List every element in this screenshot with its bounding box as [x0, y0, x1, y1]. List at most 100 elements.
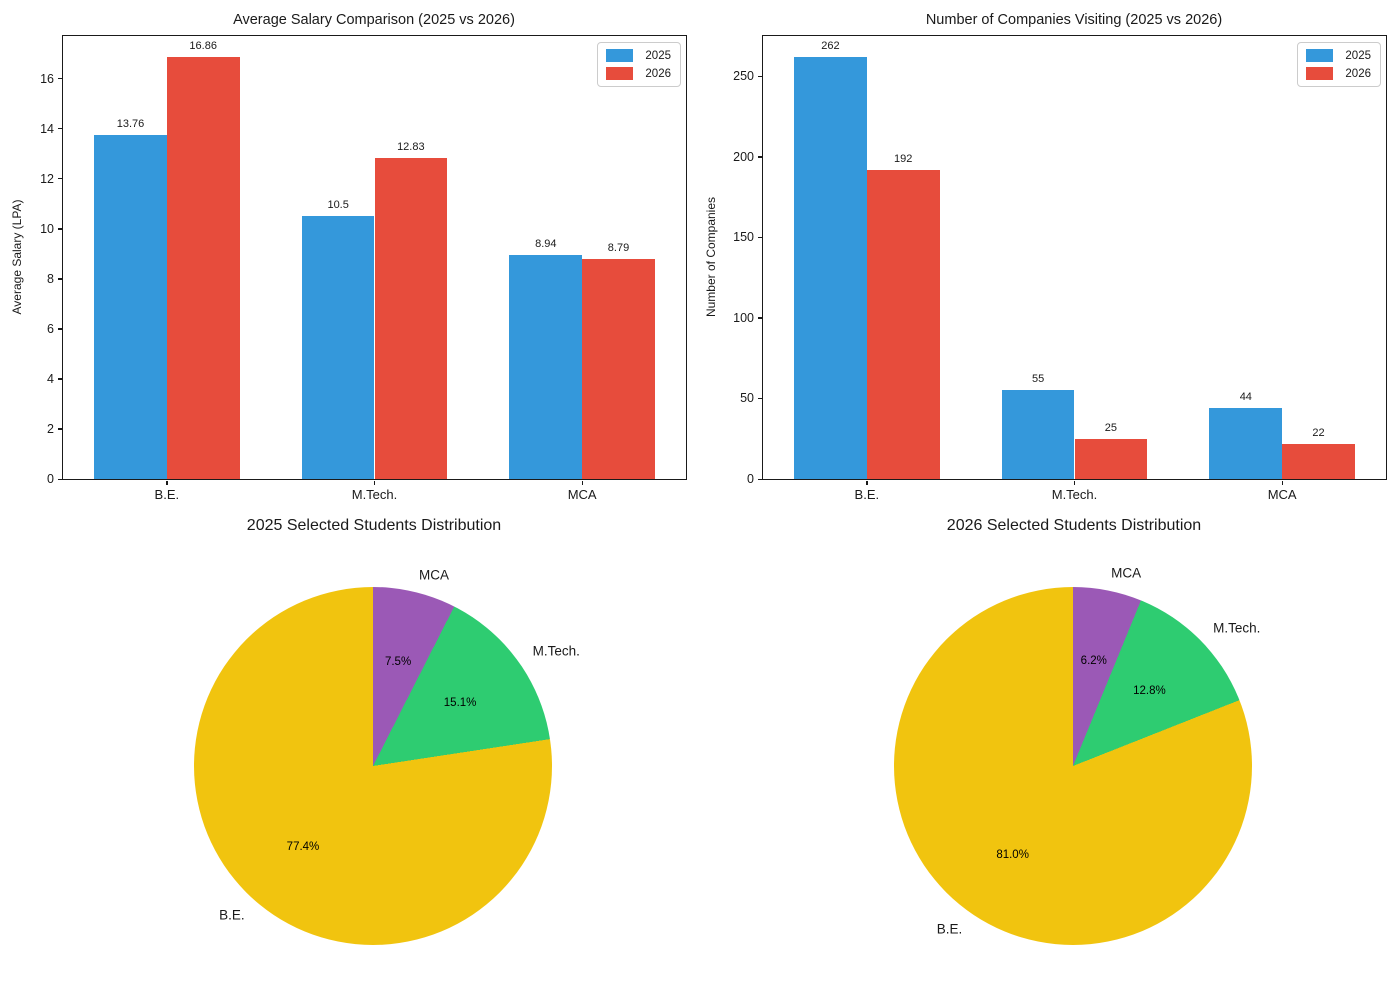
x-category-label: M.Tech. — [1051, 487, 1098, 502]
salary-chart-ylabel: Average Salary (LPA) — [10, 199, 24, 315]
y-tick-mark — [58, 478, 62, 480]
y-tick-label: 2 — [47, 421, 54, 436]
y-tick-label: 0 — [747, 472, 754, 486]
y-tick-mark — [58, 378, 62, 380]
legend-label-2025: 2025 — [1345, 49, 1371, 62]
x-tick-mark — [1281, 481, 1283, 485]
y-tick-mark — [58, 328, 62, 330]
bar-value-label: 13.76 — [116, 117, 145, 130]
pie-slice-label-MTech: M.Tech. — [1213, 620, 1261, 636]
pie-pct-label-MTech: 12.8% — [1133, 684, 1166, 697]
x-category-label: M.Tech. — [351, 487, 398, 502]
bar-2026-MTech — [1074, 438, 1148, 479]
y-tick-mark — [58, 78, 62, 80]
companies-bar-plot-area: 0 50 100 150 200 250 B.E. 262 192 M.Tech. 55 25 MCA 4… — [733, 35, 1387, 502]
y-tick-mark — [758, 317, 762, 319]
pie-circle — [194, 587, 552, 945]
bar-2026-MCA — [582, 259, 655, 479]
y-tick-label: 10 — [40, 221, 54, 236]
pie-slice-label-MCA: MCA — [418, 567, 449, 583]
y-tick-mark — [758, 156, 762, 158]
legend-label-2025: 2025 — [645, 49, 671, 62]
y-tick-label: 4 — [47, 371, 54, 386]
pie-slice-label-BE: B.E. — [936, 921, 963, 937]
companies-chart-title: Number of Companies Visiting (2025 vs 20… — [925, 12, 1223, 28]
bar-2026-BE — [866, 169, 940, 479]
legend-swatch-2026 — [606, 67, 633, 80]
companies-chart-ylabel: Number of Companies — [704, 196, 718, 318]
y-tick-label: 8 — [47, 271, 54, 286]
x-category-label: B.E. — [854, 487, 880, 502]
bar-2025-BE — [794, 57, 867, 479]
bar-value-label: 25 — [1104, 421, 1117, 434]
salary-bar-plot-area: 0 2 4 6 8 10 12 14 16 B.E. 13.76 16.86 M.Tech. 10.5 12… — [40, 35, 687, 502]
pie-circle — [894, 587, 1252, 945]
bar-2025-BE — [94, 134, 167, 479]
legend-entry-2025: 2025 — [606, 49, 671, 62]
legend-label-2026: 2026 — [645, 67, 671, 80]
legend-label-2026: 2026 — [1345, 67, 1371, 80]
bar-value-label: 262 — [821, 40, 840, 53]
x-tick-mark — [581, 481, 583, 485]
bar-2026-MTech — [374, 157, 448, 479]
y-tick-mark — [758, 75, 762, 78]
bar-value-label: 8.79 — [607, 242, 630, 254]
y-tick-label: 16 — [40, 71, 54, 86]
legend-swatch-2025 — [1306, 49, 1333, 62]
x-tick-mark — [1074, 481, 1076, 485]
legend-entry-2026: 2026 — [606, 67, 671, 80]
bar-value-label: 44 — [1239, 391, 1252, 404]
pie-slice-label-MTech: M.Tech. — [532, 643, 580, 659]
pie-2025-title: 2025 Selected Students Distribution — [246, 517, 502, 534]
x-category-label: MCA — [1267, 487, 1297, 502]
x-tick-mark — [866, 481, 868, 485]
y-tick-label: 50 — [740, 391, 754, 406]
y-tick-mark — [58, 128, 62, 130]
y-tick-mark — [758, 478, 762, 480]
pie-pct-label-BE: 77.4% — [286, 841, 320, 854]
bar-2025-MCA — [509, 255, 583, 479]
y-tick-label: 0 — [47, 472, 54, 486]
bar-2025-MTech — [301, 216, 375, 479]
y-tick-mark — [758, 236, 762, 239]
legend-entry-2026: 2026 — [1306, 67, 1371, 80]
pie-slice-label-BE: B.E. — [219, 907, 245, 923]
bar-value-label: 10.5 — [327, 199, 349, 212]
salary-chart-title: Average Salary Comparison (2025 vs 2026) — [233, 12, 515, 28]
bar-value-label: 12.83 — [397, 140, 425, 153]
legend: 2025 2026 — [1297, 42, 1381, 87]
x-category-label: MCA — [567, 487, 597, 502]
bar-value-label: 55 — [1032, 373, 1045, 386]
y-tick-label: 12 — [40, 171, 54, 186]
x-category-label: B.E. — [154, 487, 180, 502]
pie-2026-title: 2026 Selected Students Distribution — [946, 517, 1202, 534]
x-tick-mark — [166, 481, 168, 485]
y-tick-label: 6 — [47, 321, 54, 336]
legend-swatch-2025 — [606, 49, 633, 62]
pie-pct-label-MCA: 6.2% — [1080, 654, 1107, 667]
bar-2025-MCA — [1209, 408, 1283, 479]
bar-2026-MCA — [1282, 443, 1355, 479]
y-tick-mark — [58, 228, 62, 230]
y-tick-label: 200 — [733, 149, 754, 164]
legend-entry-2025: 2025 — [1306, 49, 1371, 62]
pie-slice-label-MCA: MCA — [1111, 565, 1142, 581]
bar-2025-MTech — [1001, 390, 1075, 479]
y-tick-label: 14 — [40, 121, 54, 136]
x-tick-mark — [374, 481, 376, 485]
bar-value-label: 16.86 — [189, 40, 217, 53]
bar-value-label: 8.94 — [535, 238, 557, 251]
y-tick-mark — [58, 178, 62, 180]
y-tick-label: 250 — [733, 69, 754, 84]
pie-pct-label-MTech: 15.1% — [443, 697, 477, 710]
y-tick-mark — [58, 278, 62, 280]
bar-value-label: 192 — [893, 152, 913, 165]
pie-pct-label-BE: 81.0% — [996, 848, 1029, 861]
bar-2026-BE — [166, 57, 240, 479]
legend: 2025 2026 — [597, 42, 681, 87]
pie-pct-label-MCA: 7.5% — [384, 655, 412, 668]
y-tick-mark — [758, 397, 762, 400]
y-tick-mark — [58, 428, 62, 430]
y-tick-label: 100 — [733, 310, 754, 325]
